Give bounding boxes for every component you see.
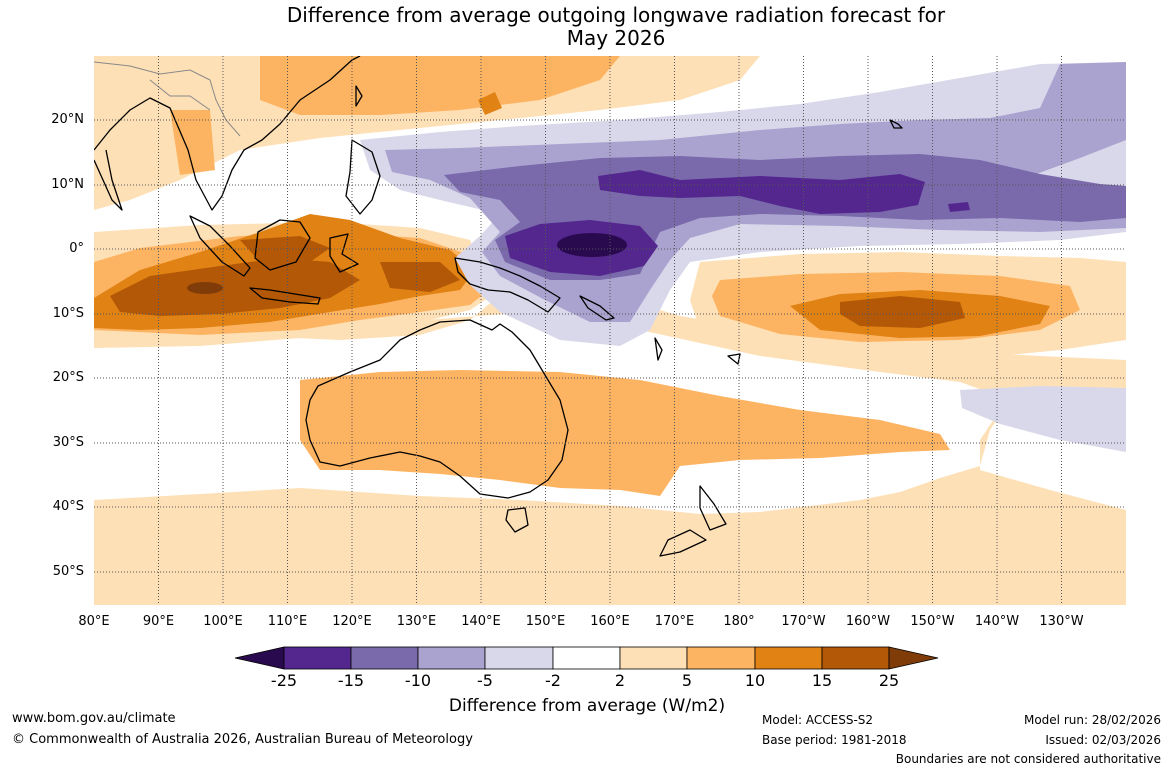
title-line-1: Difference from average outgoing longwav… bbox=[286, 3, 946, 27]
x-tick-130w: 130°W bbox=[1039, 614, 1084, 629]
x-tick-130e: 130°E bbox=[396, 614, 437, 629]
colorbar-label-p10: 10 bbox=[744, 671, 766, 690]
y-tick-10s: 10°S bbox=[52, 306, 84, 321]
footer-model-run: Model run: 28/02/2026 bbox=[1023, 713, 1161, 727]
y-tick-40s: 40°S bbox=[52, 499, 84, 514]
x-tick-150e: 150°E bbox=[525, 614, 566, 629]
colorbar-swatch-p15-p25 bbox=[821, 646, 890, 670]
map-plot-area bbox=[94, 56, 1126, 605]
coast-taiwan bbox=[355, 85, 363, 107]
footer-disclaimer: Boundaries are not considered authoritat… bbox=[895, 752, 1161, 766]
x-tick-170w: 170°W bbox=[781, 614, 826, 629]
x-tick-80e: 80°E bbox=[78, 614, 110, 629]
country-borders bbox=[94, 61, 241, 137]
colorbar-swatch-m15-m10 bbox=[350, 646, 419, 670]
colorbar-label-p5: 5 bbox=[681, 671, 693, 690]
footer-website: www.bom.gov.au/climate bbox=[12, 711, 176, 726]
colorbar-swatch-p10-p15 bbox=[754, 646, 823, 670]
graticule bbox=[94, 56, 1126, 605]
coast-solomons bbox=[579, 295, 615, 321]
coast-hawaii bbox=[889, 119, 903, 129]
y-tick-10n: 10°N bbox=[51, 177, 84, 192]
coast-sulawesi bbox=[329, 233, 359, 273]
anomaly-above-25 bbox=[187, 282, 223, 294]
colorbar-swatch-m25-m15 bbox=[283, 646, 352, 670]
colorbar-label-p15: 15 bbox=[811, 671, 833, 690]
colorbar-extend-high bbox=[888, 646, 939, 670]
y-tick-20s: 20°S bbox=[52, 370, 84, 385]
y-tick-20n: 20°N bbox=[51, 112, 84, 127]
footer-copyright: © Commonwealth of Australia 2026, Austra… bbox=[12, 732, 473, 747]
anomaly-below-minus25 bbox=[557, 233, 627, 257]
coast-new-zealand-south bbox=[659, 529, 707, 557]
colorbar-swatch-m5-m2 bbox=[484, 646, 554, 670]
colorbar-label-m5: -5 bbox=[477, 671, 493, 690]
colorbar-title: Difference from average (W/m2) bbox=[448, 696, 726, 716]
colorbar bbox=[234, 646, 939, 670]
colorbar-swatch-p2-p5 bbox=[619, 646, 688, 670]
coast-australia bbox=[305, 319, 569, 499]
x-tick-180: 180° bbox=[723, 614, 755, 629]
colorbar-swatch-m2-p2 bbox=[552, 646, 621, 670]
coast-tasmania bbox=[505, 507, 529, 533]
x-tick-150w: 150°W bbox=[910, 614, 955, 629]
coast-asia-mainland bbox=[94, 56, 361, 211]
chart-title: Difference from average outgoing longwav… bbox=[0, 4, 1173, 50]
y-tick-30s: 30°S bbox=[52, 435, 84, 450]
x-tick-100e: 100°E bbox=[203, 614, 243, 629]
x-tick-110e: 110°E bbox=[267, 614, 308, 629]
footer-model: Model: ACCESS-S2 bbox=[762, 713, 874, 727]
x-tick-140e: 140°E bbox=[461, 614, 501, 629]
footer-base-period: Base period: 1981-2018 bbox=[762, 733, 907, 747]
x-tick-160w: 160°W bbox=[845, 614, 891, 629]
footer-issued: Issued: 02/03/2026 bbox=[1045, 733, 1161, 747]
x-tick-90e: 90°E bbox=[142, 614, 175, 629]
coast-sumatra bbox=[189, 215, 251, 277]
colorbar-label-m25: -25 bbox=[270, 671, 298, 690]
colorbar-label-m15: -15 bbox=[337, 671, 365, 690]
coast-java bbox=[249, 287, 321, 305]
colorbar-swatch-p5-p10 bbox=[686, 646, 756, 670]
title-line-2: May 2026 bbox=[566, 26, 666, 50]
coast-philippines bbox=[345, 139, 381, 215]
x-tick-140w: 140°W bbox=[974, 614, 1020, 629]
colorbar-swatch-m10-m5 bbox=[417, 646, 486, 670]
x-tick-160e: 160°E bbox=[590, 614, 630, 629]
colorbar-label-p25: 25 bbox=[878, 671, 900, 690]
anomaly-15-to-25 bbox=[110, 236, 965, 328]
y-tick-0: 0° bbox=[69, 241, 84, 256]
coast-vanuatu bbox=[654, 337, 663, 361]
colorbar-extend-low bbox=[234, 646, 285, 670]
x-tick-170e: 170°E bbox=[654, 614, 695, 629]
y-tick-50s: 50°S bbox=[52, 564, 84, 579]
coast-new-guinea bbox=[454, 257, 561, 313]
colorbar-label-p2: 2 bbox=[614, 671, 626, 690]
colorbar-label-m10: -10 bbox=[404, 671, 432, 690]
coast-new-zealand-north bbox=[699, 485, 727, 531]
coast-india bbox=[94, 149, 123, 211]
coast-borneo bbox=[254, 219, 311, 271]
coastlines bbox=[94, 56, 903, 557]
x-tick-120e: 120°E bbox=[332, 614, 372, 629]
colorbar-label-m2: -2 bbox=[545, 671, 561, 690]
